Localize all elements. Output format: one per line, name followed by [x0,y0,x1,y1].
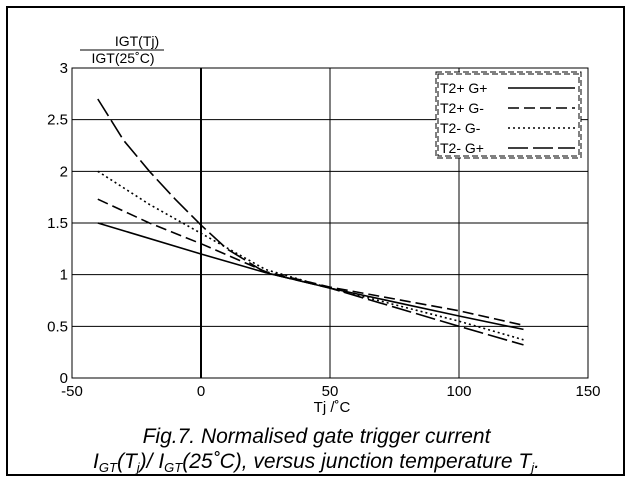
caption-sub-c: GT [164,460,183,475]
legend-label: T2- G- [440,120,481,136]
x-tick-label: 50 [322,383,339,400]
x-tick-label: -50 [61,383,83,400]
y-axis-label-numerator: IGT(Tj) [115,33,159,49]
x-tick-label: 0 [197,383,205,400]
chart-grid [72,68,588,378]
series-line-2 [97,198,524,327]
series-line-1 [97,222,524,331]
caption-part-d: (25˚C), versus junction temperature T [182,450,532,473]
y-axis-label-denominator: IGT(25˚C) [92,50,155,66]
legend: T2+ G+ T2+ G- T2- G- T2- G+ [435,71,582,159]
chart-series-group [97,98,524,346]
y-tick-label: 0 [60,370,68,387]
caption-sub-b: j [136,460,140,475]
caption-part-b: (T [116,450,137,473]
y-tick-label: 1.5 [47,215,68,232]
x-axis-label: Tj /˚C [314,399,351,416]
figure-caption-line-1: Fig.7. Normalised gate trigger current [0,425,633,449]
legend-label: T2+ G+ [440,80,487,96]
legend-box [435,71,582,159]
series-line-3 [97,170,524,341]
x-tick-label: 100 [446,383,471,400]
caption-part-c: )/ I [139,450,165,473]
legend-label: T2+ G- [440,100,484,116]
caption-text-1: Fig.7. Normalised gate trigger current [142,425,491,448]
caption-sub-a: GT [98,460,117,475]
legend-label: T2- G+ [440,140,484,156]
legend-inner-box [437,73,580,157]
y-tick-label: 1 [60,267,68,284]
figure-caption-line-2: IGT(Tj)/ IGT(25˚C), versus junction temp… [0,450,633,480]
y-tick-label: 3 [60,60,68,77]
series-line-4 [97,98,524,346]
caption-part-e: . [534,450,540,473]
y-tick-label: 2.5 [47,112,68,129]
y-tick-label: 0.5 [47,318,68,335]
caption-part-a: I [93,450,99,473]
plot-area [71,67,589,379]
y-tick-label: 2 [60,163,68,180]
caption-sub-d: j [531,460,535,475]
x-tick-label: 150 [575,383,600,400]
